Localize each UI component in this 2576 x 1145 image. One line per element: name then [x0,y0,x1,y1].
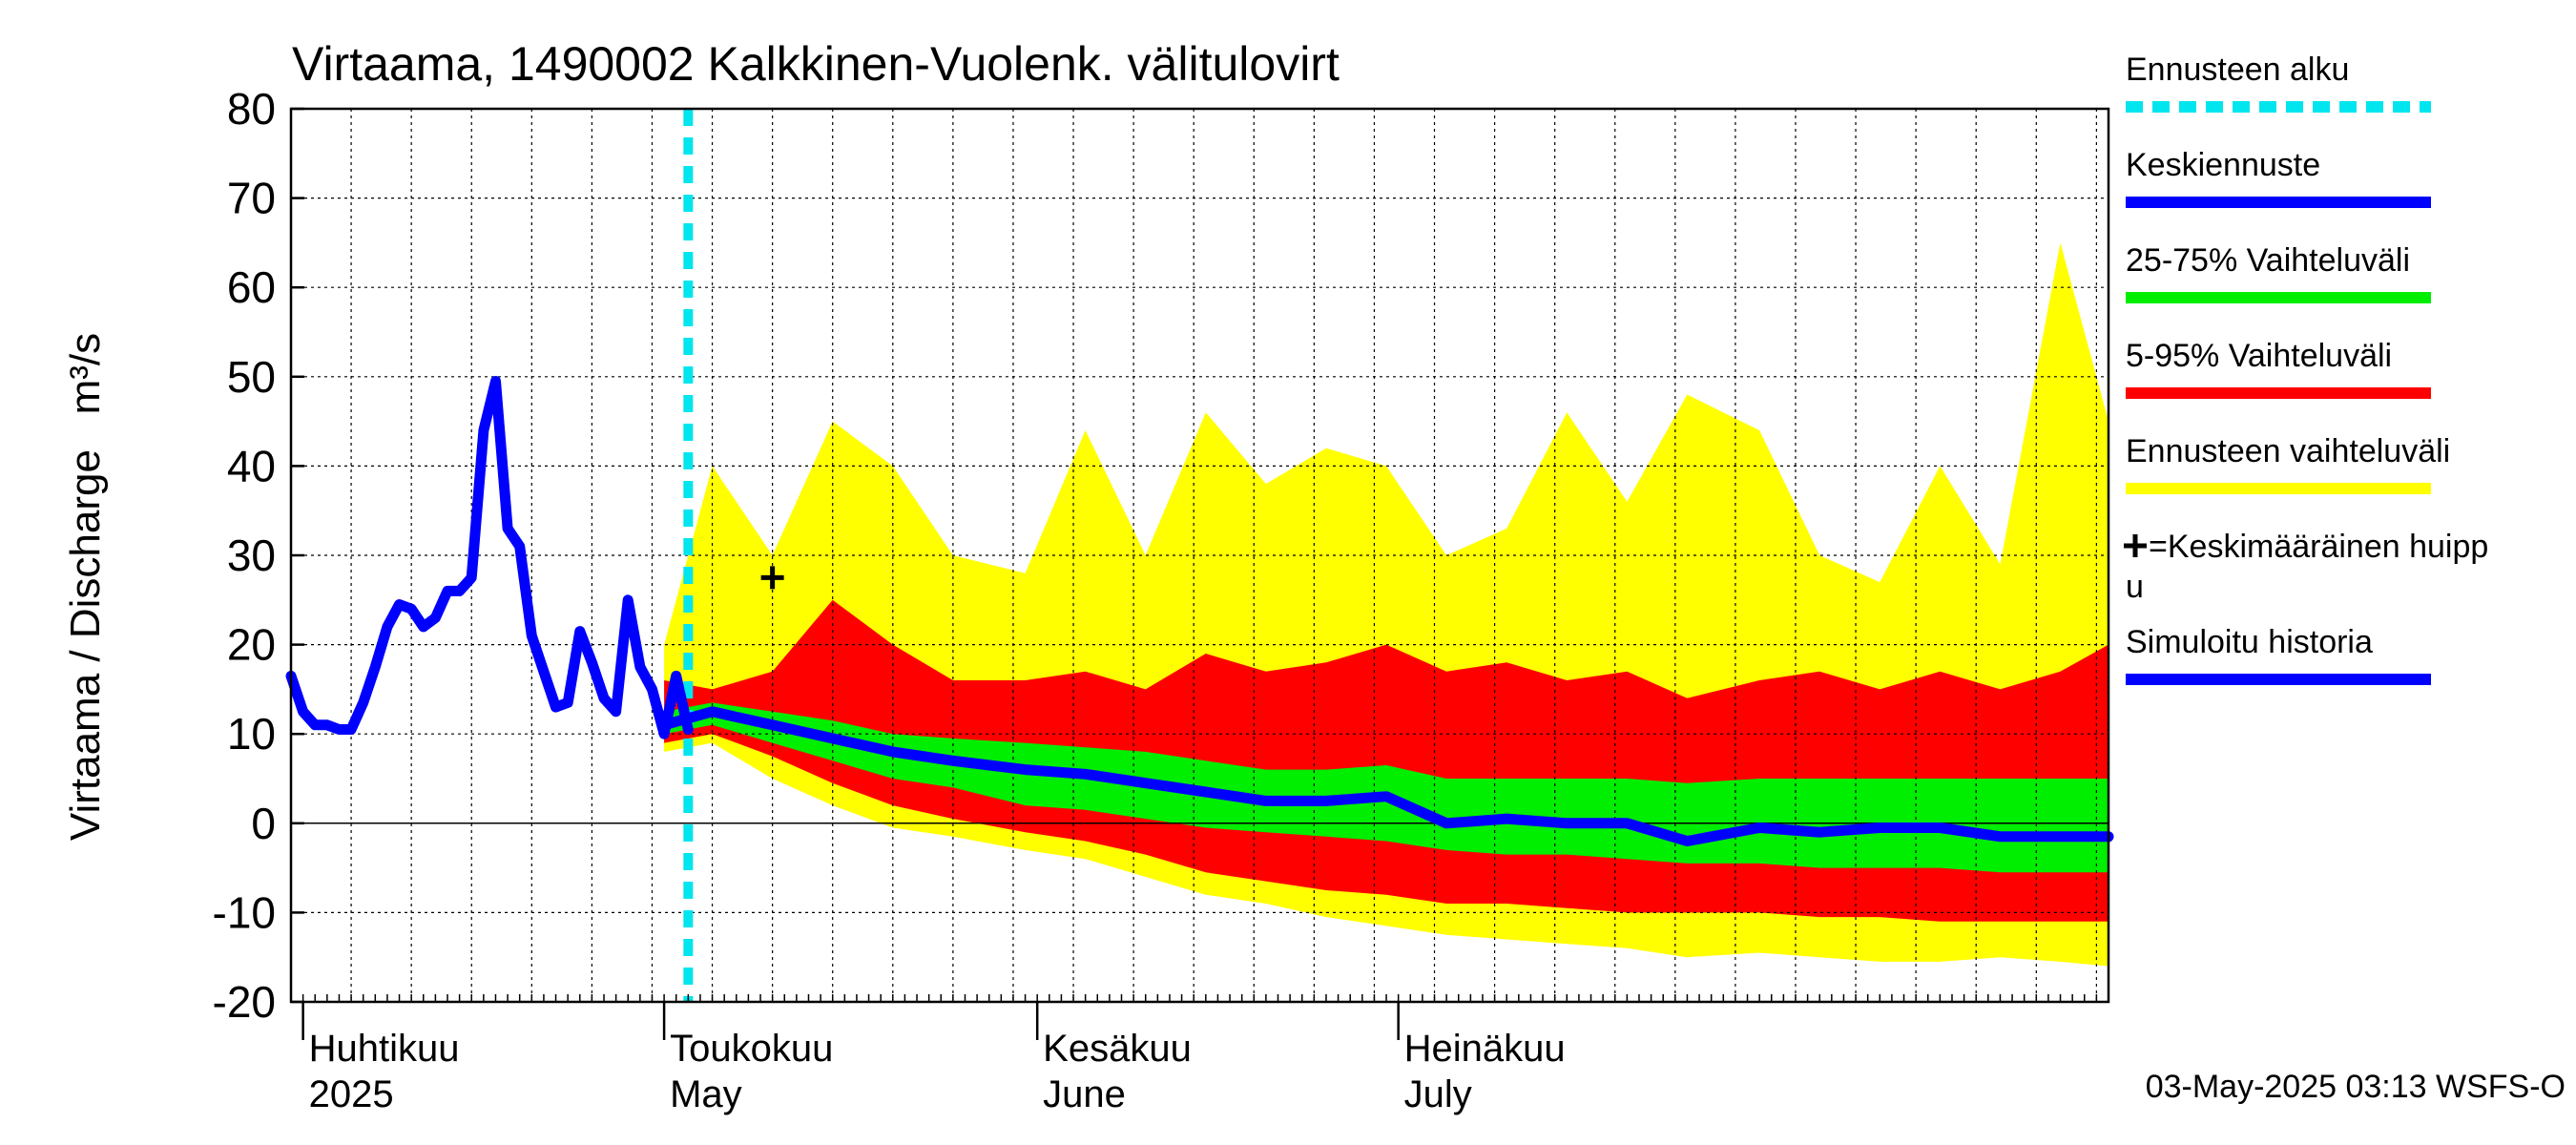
y-tick-label: 0 [251,799,276,848]
legend-label: Ennusteen vaihteluväli [2126,433,2450,469]
legend-label-peak: =Keskimääräinen huipp [2149,529,2488,565]
y-axis-label: Virtaama / Discharge m³/s [62,333,109,841]
legend-label: 25-75% Vaihteluväli [2126,242,2410,279]
y-tick-label: 50 [227,352,276,402]
footer-timestamp: 03-May-2025 03:13 WSFS-O [2146,1069,2566,1105]
chart-title: Virtaama, 1490002 Kalkkinen-Vuolenk. väl… [292,37,1340,91]
y-tick-label: 40 [227,441,276,490]
y-tick-label: 80 [227,84,276,134]
month-label-en: June [1043,1073,1126,1115]
forecast-bands [664,242,2109,967]
legend-label: Keskiennuste [2126,147,2320,183]
month-label-fi: Huhtikuu [309,1028,460,1070]
y-tick-label: -10 [213,887,276,937]
legend-marker-peak [2124,534,2147,557]
mean-forecast-line [658,706,2114,846]
legend-label: Simuloitu historia [2126,624,2373,660]
month-label-en: 2025 [309,1073,394,1115]
y-tick-label: 20 [227,620,276,670]
legend-label: 5-95% Vaihteluväli [2126,338,2392,374]
month-label-fi: Kesäkuu [1043,1028,1192,1070]
y-tick-label: 10 [227,709,276,759]
legend-label-peak-cont: u [2126,569,2144,605]
y-tick-label: 70 [227,174,276,223]
peak-marker [760,566,784,590]
y-tick-label: -20 [213,977,276,1027]
series-lines [285,109,2114,1002]
axes [289,107,2110,1040]
legend: Ennusteen alku Keskiennuste 25-75% Vaihtel… [2124,52,2488,685]
simulated-history-line [285,376,694,739]
y-tick-label: 30 [227,531,276,580]
month-label-fi: Heinäkuu [1404,1028,1566,1070]
month-label-fi: Toukokuu [670,1028,833,1070]
legend-label: Ennusteen alku [2126,52,2349,88]
month-label-en: May [670,1073,742,1115]
y-tick-label: 60 [227,262,276,312]
month-label-en: July [1404,1073,1472,1115]
